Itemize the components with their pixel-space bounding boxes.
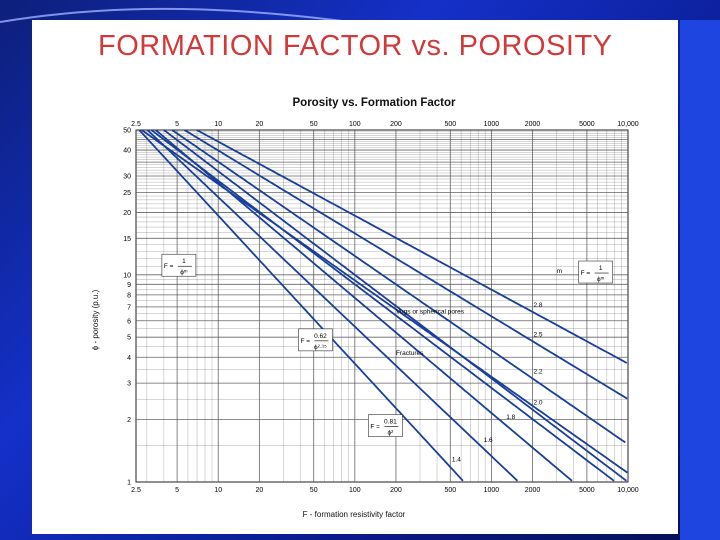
series-line-2.2 xyxy=(171,129,626,444)
x-tick-label-top: 20 xyxy=(255,121,263,128)
chart-title: Porosity vs. Formation Factor xyxy=(293,97,456,109)
y-tick-label: 2 xyxy=(127,417,131,424)
y-tick-label: 5 xyxy=(127,335,131,342)
x-tick-label: 500 xyxy=(444,487,456,494)
x-tick-label-top: 100 xyxy=(349,121,361,128)
formula-denominator: ϕ² xyxy=(387,430,394,437)
series-line-1.6 xyxy=(146,129,519,482)
x-tick-label: 10,000 xyxy=(617,487,639,494)
chart-grid xyxy=(135,129,629,483)
x-tick-label-top: 10,000 xyxy=(617,121,639,128)
slide-title: FORMATION FACTOR vs. POROSITY xyxy=(98,30,613,62)
series-label-1.8: 1.8 xyxy=(506,414,515,421)
y-tick-label: 25 xyxy=(123,190,131,197)
x-tick-label: 2.5 xyxy=(131,487,141,494)
annotation-label: Vugs or spherical pores xyxy=(396,309,465,316)
x-tick-label-top: 5000 xyxy=(579,121,595,128)
slide-swoosh xyxy=(0,7,381,27)
formula-numerator: 0.81 xyxy=(384,419,397,426)
y-tick-label: 10 xyxy=(123,272,131,279)
series-line-2.5 xyxy=(183,129,628,400)
y-tick-label: 7 xyxy=(127,304,131,311)
x-tick-label: 20 xyxy=(255,487,263,494)
series-line-2.0 xyxy=(163,129,627,482)
y-axis-label: ϕ - porosity (p.u.) xyxy=(91,289,100,350)
formula-annotation: F = 1 ϕᵐ xyxy=(578,260,613,284)
formula-denominator: ϕ²·¹⁵ xyxy=(314,344,327,351)
formula-annotation: F = 0.62 ϕ²·¹⁵ xyxy=(298,328,333,352)
y-tick-label: 15 xyxy=(123,236,131,243)
x-tick-label: 100 xyxy=(349,487,361,494)
chart-ticks: 2.5 5 10 20 50 100 200 500 1000 2000 5000 10,000 2.5… xyxy=(123,121,639,494)
series-line-1.4 xyxy=(138,129,464,482)
formula-lhs: F = xyxy=(300,338,310,345)
formula-annotation: F = 1 ϕᵐ xyxy=(161,253,197,277)
formula-lhs: F = xyxy=(370,424,380,431)
x-tick-label-top: 5 xyxy=(175,121,179,128)
formula-box xyxy=(298,328,333,352)
x-tick-label-top: 2.5 xyxy=(131,121,141,128)
series-line-a0.62 xyxy=(141,129,628,474)
y-tick-label: 9 xyxy=(127,282,131,289)
formula-denominator: ϕᵐ xyxy=(597,276,605,283)
y-tick-label: 20 xyxy=(123,210,131,217)
y-tick-label: 6 xyxy=(127,318,131,325)
x-tick-label: 5 xyxy=(175,487,179,494)
x-tick-label: 50 xyxy=(310,487,318,494)
x-tick-label-top: 200 xyxy=(390,121,402,128)
formula-lhs: F = xyxy=(581,270,591,277)
x-tick-label: 1000 xyxy=(484,487,500,494)
y-tick-label: 3 xyxy=(127,381,131,388)
slide-right-bar xyxy=(680,20,720,540)
formula-box xyxy=(578,260,613,284)
chart-series xyxy=(138,129,628,482)
y-tick-label: 8 xyxy=(127,292,131,299)
x-tick-label: 5000 xyxy=(579,487,595,494)
y-tick-label: 50 xyxy=(123,128,131,135)
series-label-1.4: 1.4 xyxy=(452,456,461,463)
y-tick-label: 40 xyxy=(123,148,131,155)
series-label-2.0: 2.0 xyxy=(533,399,542,406)
formula-numerator: 0.62 xyxy=(314,333,327,340)
formula-numerator: 1 xyxy=(182,258,186,265)
chart-annotations: F = 1 ϕᵐ Vugs or spherical pores F = 0.62 ϕ²·¹… xyxy=(161,253,613,437)
annotation-label: m xyxy=(557,268,562,275)
formula-box xyxy=(161,253,197,277)
x-tick-label-top: 10 xyxy=(214,121,222,128)
y-tick-label: 4 xyxy=(127,355,131,362)
formula-numerator: 1 xyxy=(599,265,603,272)
formula-box xyxy=(368,414,403,437)
x-tick-label-top: 500 xyxy=(444,121,456,128)
y-tick-label: 1 xyxy=(127,480,131,487)
formula-denominator: ϕᵐ xyxy=(180,269,188,276)
formula-annotation: F = 0.81 ϕ² xyxy=(368,414,403,437)
series-label-2.5: 2.5 xyxy=(533,331,542,338)
series-label-2.2: 2.2 xyxy=(533,368,542,375)
series-line-a0.81 xyxy=(150,129,615,482)
x-tick-label-top: 1000 xyxy=(484,121,500,128)
x-tick-label: 10 xyxy=(214,487,222,494)
x-tick-label: 2000 xyxy=(525,487,541,494)
series-label-2.8: 2.8 xyxy=(533,302,542,309)
formula-lhs: F = xyxy=(164,263,174,270)
plot-frame xyxy=(135,129,629,483)
series-line-2.8 xyxy=(196,129,628,364)
y-tick-label: 30 xyxy=(123,173,131,180)
series-label-1.6: 1.6 xyxy=(484,437,493,444)
x-tick-label: 200 xyxy=(390,487,402,494)
x-axis-label: F - formation resistivity factor xyxy=(303,510,406,519)
annotation-label: Fractures xyxy=(396,350,424,357)
porosity-chart: Porosity vs. Formation Factor F - format… xyxy=(91,97,639,519)
x-tick-label-top: 2000 xyxy=(525,121,541,128)
x-tick-label-top: 50 xyxy=(310,121,318,128)
